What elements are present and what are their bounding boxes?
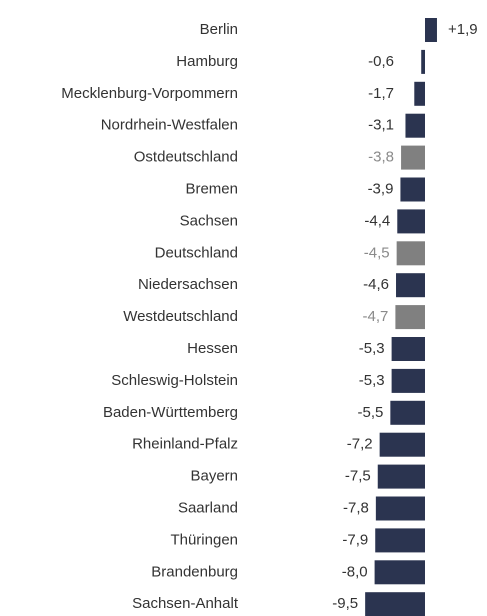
category-label: Hamburg — [176, 53, 238, 70]
bar — [425, 18, 437, 42]
value-label: -8,0 — [342, 563, 368, 580]
bar — [365, 592, 425, 616]
category-label: Rheinland-Pfalz — [132, 436, 238, 453]
value-label: -4,5 — [364, 244, 390, 261]
value-label: -7,5 — [345, 468, 371, 485]
bar — [395, 305, 425, 330]
bar — [401, 145, 425, 170]
bar — [400, 177, 425, 202]
value-label: -4,6 — [363, 276, 389, 293]
value-label: -7,9 — [342, 531, 368, 548]
value-label: -5,5 — [357, 404, 383, 421]
value-label: -4,7 — [363, 308, 389, 325]
bar — [390, 400, 425, 425]
category-label: Niedersachsen — [138, 276, 238, 293]
category-label: Sachsen-Anhalt — [132, 595, 239, 612]
category-label: Saarland — [178, 499, 238, 516]
category-label: Baden-Württemberg — [103, 404, 238, 421]
bar — [396, 273, 425, 298]
value-label: -3,9 — [368, 180, 394, 197]
category-label: Brandenburg — [151, 563, 238, 580]
value-label: -5,3 — [359, 372, 385, 389]
bar — [379, 432, 425, 457]
bar — [397, 209, 425, 234]
bar — [391, 337, 425, 361]
category-label: Nordrhein-Westfalen — [101, 117, 238, 134]
category-label: Westdeutschland — [123, 308, 238, 325]
bar — [396, 241, 425, 266]
value-label: -7,2 — [347, 436, 373, 453]
value-label: -3,8 — [368, 149, 394, 166]
category-label: Deutschland — [155, 244, 238, 261]
bar — [391, 368, 425, 393]
value-label: -9,5 — [332, 595, 358, 612]
category-label: Sachsen — [180, 212, 238, 229]
bar — [405, 113, 425, 138]
bar — [375, 496, 425, 521]
category-label: Bayern — [190, 468, 238, 485]
category-label: Hessen — [187, 340, 238, 357]
value-label: +1,9 — [448, 21, 478, 38]
value-label: -3,1 — [368, 117, 394, 134]
category-label: Ostdeutschland — [134, 149, 238, 166]
value-label: -7,8 — [343, 499, 369, 516]
category-label: Berlin — [200, 21, 238, 38]
category-label: Bremen — [185, 180, 238, 197]
category-label: Thüringen — [170, 531, 238, 548]
bar — [377, 464, 425, 489]
value-label: -1,7 — [368, 85, 394, 102]
bar — [375, 528, 425, 553]
bar — [421, 49, 425, 74]
value-label: -4,4 — [364, 212, 390, 229]
value-label: -0,6 — [368, 53, 394, 70]
bar — [374, 560, 425, 585]
bar — [414, 81, 425, 106]
category-label: Mecklenburg-Vorpommern — [61, 85, 238, 102]
category-label: Schleswig-Holstein — [111, 372, 238, 389]
value-label: -5,3 — [359, 340, 385, 357]
